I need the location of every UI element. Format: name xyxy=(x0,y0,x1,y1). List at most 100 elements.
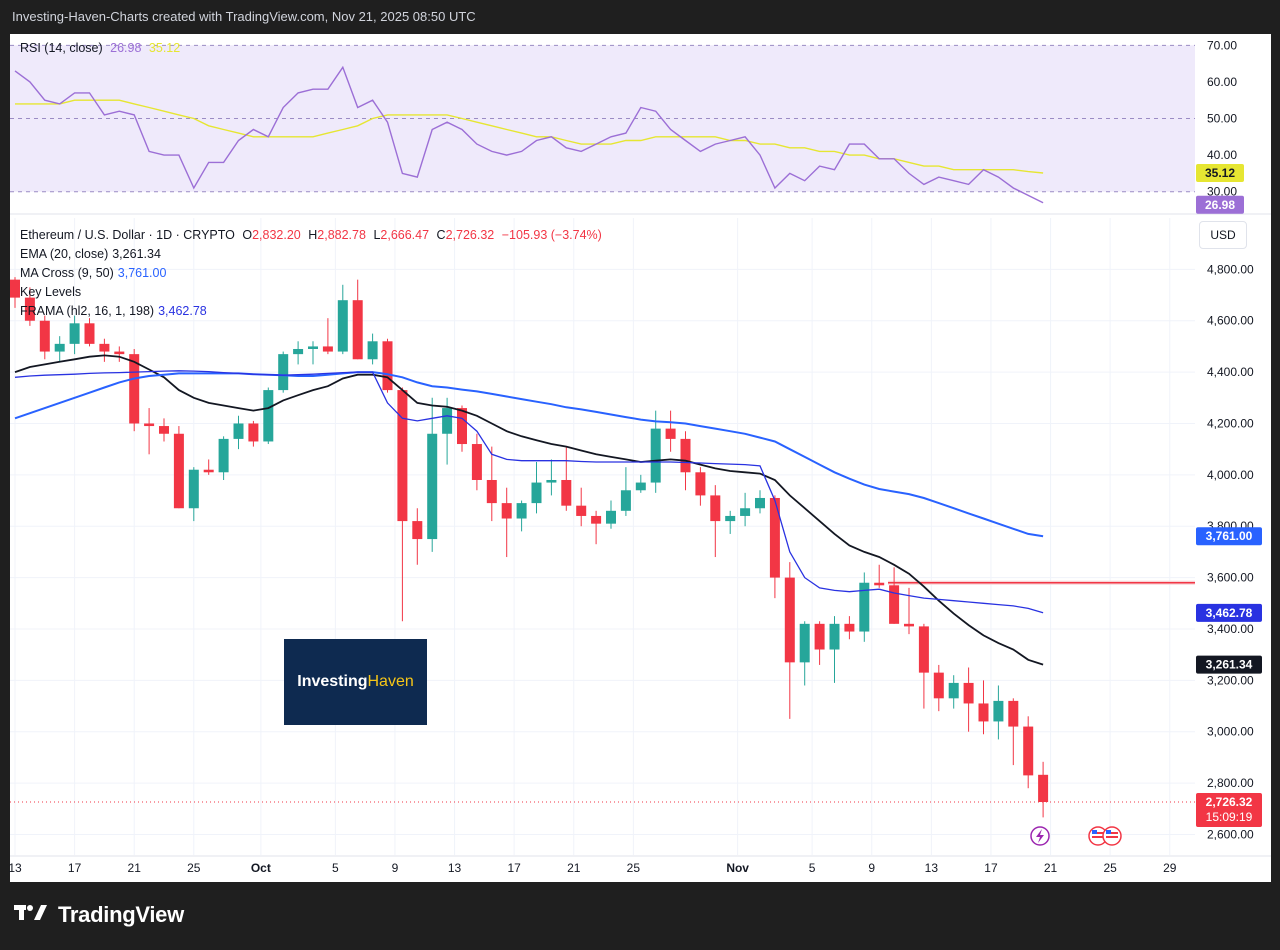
rsi-pane xyxy=(10,44,1195,204)
frama-row[interactable]: FRAMA (hl2, 16, 1, 198) 3,462.78 xyxy=(20,302,606,321)
time-tick-label: 13 xyxy=(925,861,939,875)
price-legend[interactable]: Ethereum / U.S. Dollar · 1D · CRYPTO O2,… xyxy=(20,226,606,321)
key-levels-row[interactable]: Key Levels xyxy=(20,283,606,302)
time-tick-label: 5 xyxy=(332,861,339,875)
candle-body xyxy=(159,426,169,434)
price-tick-label: 2,600.00 xyxy=(1207,827,1254,841)
time-tick-label: 13 xyxy=(8,861,22,875)
candle-body xyxy=(442,408,453,434)
ma-row[interactable]: MA Cross (9, 50) 3,761.00 xyxy=(20,264,606,283)
ema-price-tag: 3,261.34 xyxy=(1206,658,1253,672)
rsi-ma-line xyxy=(15,99,1044,174)
candle-body xyxy=(844,623,855,632)
rsi-ma-tag: 35.12 xyxy=(1205,166,1235,180)
rsi-tag: 26.98 xyxy=(1205,198,1235,212)
candle-body xyxy=(129,354,140,424)
candle-body xyxy=(39,320,50,352)
candle-body xyxy=(650,428,661,483)
candle-body xyxy=(918,626,929,673)
time-tick-label: 29 xyxy=(1163,861,1177,875)
time-tick-label: 17 xyxy=(68,861,82,875)
candle-body xyxy=(933,672,944,699)
candle-body xyxy=(784,577,795,663)
candle-body xyxy=(665,428,676,439)
time-tick-label: 25 xyxy=(627,861,641,875)
candle-body xyxy=(188,469,199,509)
ema-line xyxy=(14,354,1044,666)
candle-body xyxy=(978,703,989,722)
symbol-row: Ethereum / U.S. Dollar · 1D · CRYPTO O2,… xyxy=(20,226,606,245)
candle-body xyxy=(561,479,572,506)
frama-line xyxy=(14,370,1044,614)
candle-body xyxy=(1023,726,1034,776)
candle-body xyxy=(233,423,244,439)
candle-body xyxy=(84,323,95,344)
rsi-label: RSI (14, close) xyxy=(20,41,103,55)
change-value: −105.93 (−3.74%) xyxy=(501,228,602,242)
candle-body xyxy=(54,343,65,352)
tradingview-wordmark: TradingView xyxy=(58,902,184,927)
tradingview-brand[interactable]: TradingView xyxy=(14,902,184,928)
ma-price-tag-bg xyxy=(1196,527,1262,546)
ohlc-h: H2,882.78 xyxy=(308,228,366,242)
candle-body xyxy=(308,346,318,349)
candle-body xyxy=(755,497,765,509)
candle-body xyxy=(278,354,289,391)
time-tick-label: 21 xyxy=(567,861,581,875)
currency-button[interactable]: USD xyxy=(1199,221,1247,249)
ema-price-tag-bg xyxy=(1196,655,1262,674)
candle-body xyxy=(471,444,482,480)
candle-body xyxy=(382,341,393,391)
rsi-legend[interactable]: RSI (14, close) 26.98 35.12 xyxy=(20,41,184,55)
rsi-tick-label: 40.00 xyxy=(1207,148,1237,162)
key-levels-label: Key Levels xyxy=(20,285,82,299)
watermark-main: Investing xyxy=(297,673,368,690)
rsi-value: 26.98 xyxy=(110,41,142,55)
countdown-tag: 15:09:19 xyxy=(1206,810,1253,824)
price-tick-label: 4,800.00 xyxy=(1207,262,1254,276)
candle-body xyxy=(24,297,35,321)
candle-body xyxy=(203,469,214,473)
candle-body xyxy=(412,521,423,540)
time-tick-label: 21 xyxy=(128,861,142,875)
candle-body xyxy=(144,423,155,427)
candle-body xyxy=(591,515,602,524)
candle-body xyxy=(337,300,348,352)
ma-price-tag: 3,761.00 xyxy=(1206,529,1253,543)
price-tick-label: 3,200.00 xyxy=(1207,673,1254,687)
frama-price-tag-bg xyxy=(1196,603,1262,622)
candle-body xyxy=(769,497,780,578)
ohlc-o: O2,832.20 xyxy=(242,228,301,242)
candle-body xyxy=(486,479,497,504)
price-tick-label: 4,200.00 xyxy=(1207,416,1254,430)
time-tick-label: 25 xyxy=(187,861,201,875)
price-tick-label: 3,400.00 xyxy=(1207,622,1254,636)
candle-body xyxy=(218,438,229,473)
price-tick-label: 4,400.00 xyxy=(1207,365,1254,379)
grid-lines xyxy=(10,213,1271,855)
candle-body xyxy=(889,585,900,624)
candle-body xyxy=(710,495,721,522)
candle-body xyxy=(352,300,363,360)
candle-body xyxy=(367,341,378,360)
candle-body xyxy=(546,479,557,483)
ma-label: MA Cross (9, 50) xyxy=(20,266,114,280)
rsi-line xyxy=(14,65,1044,204)
price-tick-label: 3,000.00 xyxy=(1207,725,1254,739)
ma-cross-line xyxy=(14,371,1044,538)
candle-body xyxy=(397,390,408,522)
candle-body xyxy=(814,623,825,650)
candle-body xyxy=(263,390,274,442)
frama-label: FRAMA (hl2, 16, 1, 198) xyxy=(20,304,155,318)
candle-body xyxy=(948,682,959,699)
price-tick-label: 4,600.00 xyxy=(1207,314,1254,328)
rsi-tick-label: 50.00 xyxy=(1207,112,1237,126)
ma-value: 3,761.00 xyxy=(117,266,167,280)
frama-value: 3,462.78 xyxy=(158,304,207,318)
watermark-accent: Haven xyxy=(367,673,414,690)
time-tick-label: 21 xyxy=(1044,861,1058,875)
ema-label: EMA (20, close) xyxy=(20,247,109,261)
ema-row[interactable]: EMA (20, close) 3,261.34 xyxy=(20,245,606,264)
candle-body xyxy=(99,343,110,352)
